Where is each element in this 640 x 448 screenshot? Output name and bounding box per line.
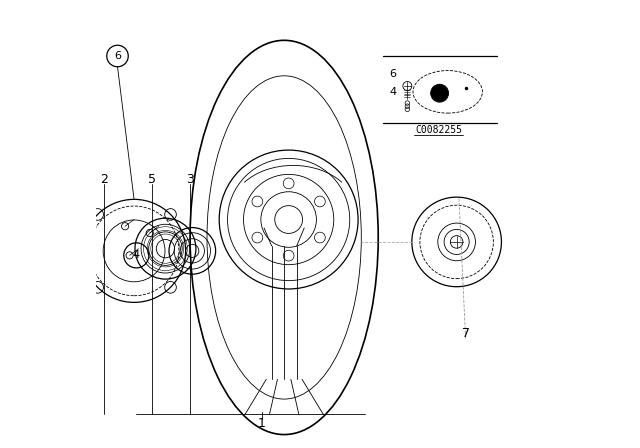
Text: 7: 7 [461, 327, 470, 340]
Text: 6: 6 [114, 51, 121, 61]
Circle shape [431, 84, 449, 102]
Text: 1: 1 [258, 417, 266, 430]
Text: 5: 5 [148, 172, 156, 186]
Text: 3: 3 [186, 172, 194, 186]
Text: 4: 4 [132, 250, 140, 260]
Text: C0082255: C0082255 [415, 125, 462, 135]
Text: 6: 6 [389, 69, 396, 79]
Text: 4: 4 [389, 87, 397, 97]
Text: 2: 2 [100, 172, 108, 186]
